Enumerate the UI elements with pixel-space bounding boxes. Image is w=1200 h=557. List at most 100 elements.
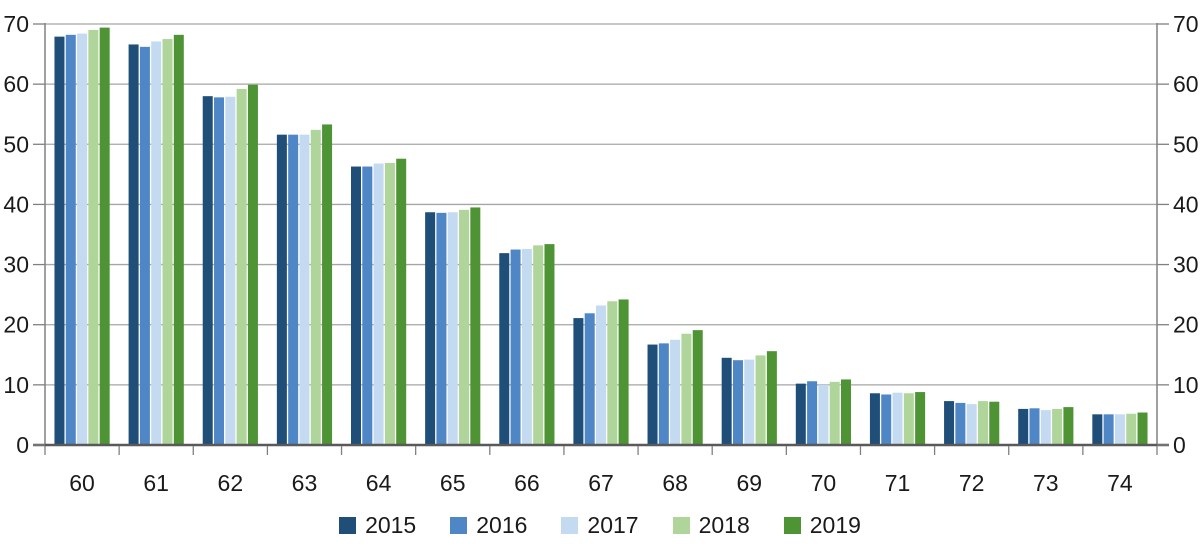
- x-axis-label-72: 72: [959, 470, 985, 496]
- legend-item-2016: 2016: [450, 511, 528, 538]
- bar-2016-age-71: [881, 394, 892, 445]
- bar-2019-age-60: [99, 27, 110, 446]
- legend-item-2015: 2015: [339, 511, 417, 538]
- y-axis-label-left-20: 20: [3, 312, 29, 338]
- bar-2018-age-63: [310, 129, 321, 445]
- x-axis-label-73: 73: [1033, 470, 1059, 496]
- bar-2018-age-66: [533, 245, 544, 445]
- bar-2016-age-73: [1029, 408, 1040, 445]
- bar-2018-age-70: [829, 381, 840, 445]
- bar-2015-age-63: [276, 134, 287, 445]
- bar-2017-age-68: [670, 339, 681, 445]
- bar-2018-age-61: [162, 39, 173, 445]
- bar-2015-age-61: [128, 44, 139, 445]
- y-axis-label-right-40: 40: [1173, 191, 1199, 217]
- bar-2018-age-67: [607, 301, 618, 445]
- bar-2019-age-70: [841, 379, 851, 445]
- bar-2015-age-66: [499, 253, 510, 445]
- x-axis-label-62: 62: [218, 470, 244, 496]
- legend-swatch-2017: [561, 516, 579, 534]
- bar-2016-age-74: [1103, 414, 1114, 445]
- bar-2017-age-63: [299, 134, 310, 445]
- bar-2019-age-62: [247, 84, 258, 446]
- bar-2017-age-67: [596, 305, 606, 445]
- bar-2017-age-61: [151, 41, 162, 445]
- bar-2018-age-73: [1052, 408, 1063, 445]
- legend-label-2018: 2018: [698, 511, 750, 538]
- bar-2017-age-70: [818, 384, 829, 445]
- bar-2019-age-67: [618, 299, 629, 445]
- bar-2019-age-64: [396, 158, 407, 445]
- x-axis-label-61: 61: [143, 470, 169, 496]
- x-axis-label-63: 63: [292, 470, 318, 496]
- bar-2016-age-61: [139, 46, 150, 445]
- y-axis-label-right-20: 20: [1173, 312, 1199, 338]
- bar-2019-age-69: [766, 351, 777, 445]
- bar-2018-age-72: [977, 401, 988, 445]
- bar-2015-age-70: [795, 383, 806, 445]
- x-axis-label-74: 74: [1107, 470, 1133, 496]
- bar-2016-age-70: [807, 381, 818, 445]
- y-axis-label-left-70: 70: [3, 11, 29, 37]
- y-axis-label-left-60: 60: [3, 71, 29, 97]
- x-axis-label-65: 65: [440, 470, 466, 496]
- bar-2019-age-74: [1137, 412, 1148, 445]
- bar-2017-age-71: [892, 392, 903, 445]
- legend-label-2015: 2015: [365, 511, 417, 538]
- bar-2015-age-65: [425, 212, 436, 445]
- bar-2018-age-65: [459, 209, 470, 445]
- bar-2017-age-73: [1040, 410, 1051, 445]
- bar-2015-age-68: [647, 344, 658, 445]
- bar-2017-age-60: [77, 33, 88, 446]
- bar-2017-age-64: [373, 163, 384, 445]
- y-axis-label-right-60: 60: [1173, 71, 1199, 97]
- y-axis-label-right-10: 10: [1173, 372, 1199, 398]
- y-axis-label-left-40: 40: [3, 191, 29, 217]
- legend: 2015 2016 2017 2018 2019: [0, 508, 1200, 542]
- bar-2017-age-72: [966, 404, 977, 445]
- bar-2016-age-60: [65, 34, 76, 445]
- x-axis-label-67: 67: [588, 470, 614, 496]
- bar-2018-age-60: [88, 30, 99, 445]
- bar-2015-age-69: [721, 357, 732, 445]
- bar-2019-age-61: [173, 34, 184, 445]
- bar-2017-age-65: [447, 212, 458, 445]
- bar-2016-age-68: [658, 343, 669, 445]
- y-axis-label-right-70: 70: [1173, 11, 1199, 37]
- bar-2019-age-73: [1063, 407, 1074, 445]
- legend-swatch-2018: [672, 516, 690, 534]
- bar-2017-age-66: [521, 248, 532, 445]
- legend-label-2016: 2016: [476, 511, 528, 538]
- bar-2015-age-60: [54, 36, 65, 445]
- x-axis-label-64: 64: [366, 470, 392, 496]
- bar-2016-age-65: [436, 212, 447, 445]
- bar-2016-age-66: [510, 249, 521, 445]
- bar-2018-age-64: [384, 162, 395, 445]
- bar-2017-age-62: [225, 96, 236, 446]
- bar-2018-age-62: [236, 88, 247, 445]
- legend-swatch-2019: [783, 516, 801, 534]
- x-axis-label-70: 70: [811, 470, 837, 496]
- bar-2016-age-69: [732, 360, 743, 445]
- x-axis-label-68: 68: [662, 470, 688, 496]
- legend-item-2017: 2017: [561, 513, 639, 537]
- legend-item-2019: 2019: [783, 511, 861, 538]
- bar-2016-age-67: [584, 313, 595, 445]
- bar-2016-age-62: [214, 97, 225, 446]
- bar-2017-age-74: [1114, 414, 1125, 445]
- bar-2015-age-74: [1092, 414, 1103, 445]
- legend-swatch-2016: [450, 516, 468, 534]
- bar-2015-age-64: [351, 166, 361, 446]
- bar-2016-age-64: [362, 166, 373, 446]
- bar-2019-age-72: [989, 401, 1000, 445]
- bar-2018-age-68: [681, 333, 692, 445]
- y-axis-label-left-0: 0: [16, 432, 29, 458]
- bar-2015-age-67: [573, 318, 584, 445]
- y-axis-label-left-30: 30: [3, 252, 29, 278]
- legend-label-2019: 2019: [809, 511, 861, 538]
- x-axis-label-66: 66: [514, 470, 540, 496]
- x-axis-label-69: 69: [736, 470, 762, 496]
- bar-2015-age-62: [202, 96, 213, 446]
